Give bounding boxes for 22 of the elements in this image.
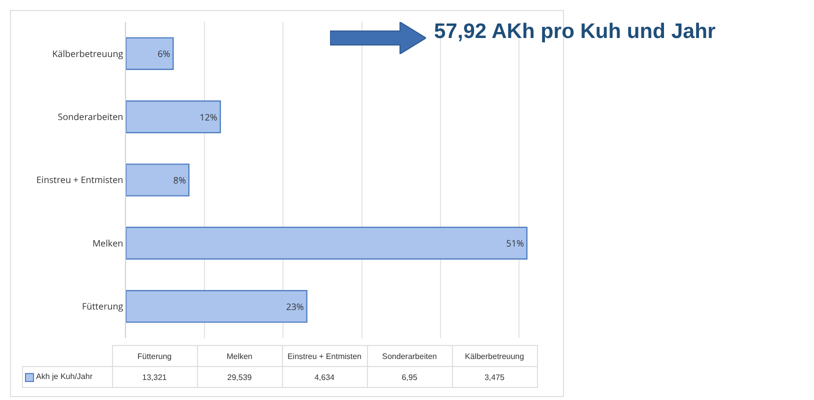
data-label: 23% [286,300,304,313]
text: 13,321 [112,366,197,388]
text: 29,539 [197,366,282,388]
data-label: 51% [506,236,524,250]
data-label: 6% [158,47,170,60]
data-label: 12% [200,110,218,124]
legend-label: Akh je Kuh/Jahr [22,366,112,388]
y-tick-label: Melken [92,236,124,250]
text: 4,634 [282,366,367,388]
y-tick-label: Sonderarbeiten [58,110,124,123]
category-label: Einstreu + Entmisten [287,352,362,360]
category-label: Sonderarbeiten [382,352,437,360]
text: 57,92 AKh pro Kuh und Jahr [434,20,716,44]
category-label: Melken [226,352,252,360]
y-tick-label: Einstreu + Entmisten [36,173,124,186]
y-tick-label: Kälberbetreuung [52,46,124,60]
data-label: 8% [173,174,186,186]
text: 3,475 [452,366,537,388]
category-label: Kälberbetreuung [464,352,524,360]
category-label: Fütterung [137,352,172,360]
y-tick-label: Fütterung [82,300,124,313]
text: 6,95 [367,366,452,388]
